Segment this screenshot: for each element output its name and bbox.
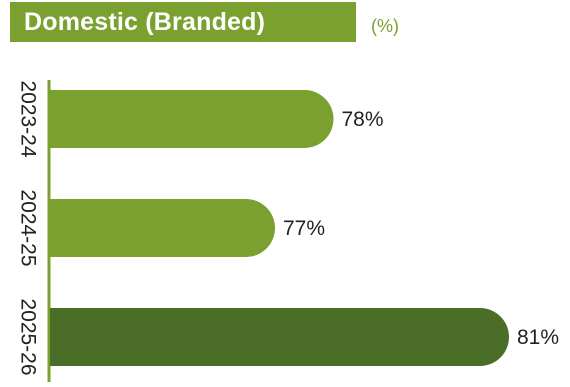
bar-2024-25 <box>50 199 275 257</box>
bar-2025-26 <box>50 308 509 366</box>
category-label-2023-24: 2023-24 <box>17 80 40 157</box>
unit-label: (%) <box>371 16 399 36</box>
category-label-2024-25: 2024-25 <box>17 189 40 266</box>
bars-group <box>50 90 509 366</box>
chart-title-box: Domestic (Branded) <box>10 2 356 42</box>
labels-group: 78% 2023-24 77% 2024-25 81% 2025-26 <box>17 80 560 375</box>
value-label-2023-24: 78% <box>342 108 384 131</box>
chart-title: Domestic (Branded) <box>24 7 266 36</box>
category-label-2025-26: 2025-26 <box>17 298 40 375</box>
value-label-2025-26: 81% <box>517 326 559 349</box>
bar-2023-24 <box>50 90 334 148</box>
value-label-2024-25: 77% <box>283 217 325 240</box>
